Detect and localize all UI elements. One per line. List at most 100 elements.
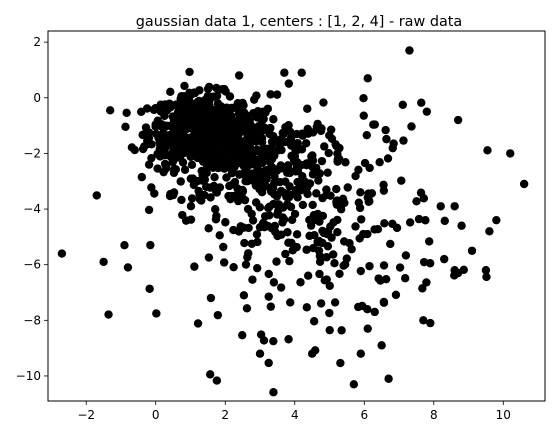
data-point	[234, 130, 243, 139]
data-point	[241, 126, 251, 136]
data-point	[234, 71, 244, 80]
data-point	[239, 291, 249, 300]
data-point	[327, 233, 336, 242]
data-point	[204, 224, 213, 233]
data-point	[161, 143, 170, 152]
data-point	[285, 256, 294, 266]
data-point	[104, 310, 113, 319]
data-point	[153, 164, 162, 173]
data-point	[144, 160, 154, 169]
data-point	[190, 136, 199, 145]
data-point	[186, 202, 196, 211]
data-point	[317, 124, 326, 133]
data-point	[234, 105, 243, 114]
data-point	[193, 97, 202, 107]
data-point	[258, 107, 268, 116]
data-point	[422, 278, 431, 287]
data-point	[354, 198, 364, 207]
data-point	[240, 238, 249, 248]
data-point	[341, 158, 350, 167]
data-point	[248, 216, 258, 225]
data-point	[260, 212, 270, 221]
data-point	[214, 153, 223, 162]
data-point	[216, 119, 225, 128]
data-point	[198, 176, 207, 185]
data-point	[241, 260, 251, 269]
data-point	[388, 143, 397, 153]
data-point	[356, 349, 365, 358]
data-point	[219, 242, 228, 252]
data-point	[351, 222, 360, 231]
data-point	[211, 205, 220, 214]
data-point	[365, 261, 374, 271]
data-point	[405, 46, 414, 55]
data-point	[453, 268, 463, 278]
data-point	[343, 183, 352, 192]
data-point	[212, 83, 221, 93]
data-point	[292, 230, 302, 239]
data-point	[363, 305, 372, 314]
data-point	[357, 215, 366, 224]
data-point	[221, 218, 230, 227]
data-point	[193, 319, 203, 328]
data-point	[506, 149, 515, 158]
data-point	[453, 115, 463, 125]
data-point	[370, 225, 379, 234]
data-point	[364, 191, 373, 201]
x-tick-label: 8	[430, 408, 438, 422]
y-tick-label: 0	[33, 91, 41, 105]
data-point	[177, 101, 187, 110]
data-point	[252, 263, 262, 273]
data-point	[252, 91, 261, 100]
data-point	[256, 330, 266, 339]
data-point	[242, 304, 252, 313]
data-point	[315, 257, 325, 267]
data-point	[248, 275, 257, 284]
data-point	[322, 185, 331, 194]
data-point	[153, 149, 162, 159]
data-point	[335, 269, 344, 278]
data-point	[325, 281, 334, 290]
data-point	[285, 182, 294, 191]
data-point	[256, 181, 265, 191]
data-point	[229, 262, 238, 272]
data-point	[281, 249, 290, 259]
y-tick-label: −8	[23, 313, 41, 327]
data-point	[305, 215, 314, 225]
data-point	[212, 376, 222, 385]
data-point	[245, 170, 254, 179]
data-point	[419, 316, 428, 325]
data-point	[269, 336, 278, 346]
data-point	[269, 278, 279, 287]
data-point	[141, 123, 151, 132]
data-point	[399, 136, 408, 145]
data-point	[284, 238, 293, 247]
data-point	[263, 165, 272, 175]
data-point	[422, 107, 432, 116]
data-point	[303, 271, 313, 280]
data-point	[216, 143, 225, 153]
data-point	[243, 253, 252, 262]
data-point	[269, 179, 279, 188]
data-point	[519, 179, 529, 189]
data-point	[293, 193, 302, 202]
data-point	[329, 218, 338, 227]
data-point	[325, 308, 334, 318]
x-tick-label: 0	[152, 408, 160, 422]
data-point	[308, 128, 318, 137]
data-point	[297, 68, 306, 77]
data-point	[250, 131, 260, 141]
data-point	[225, 92, 235, 101]
data-point	[303, 104, 312, 113]
data-point	[215, 231, 224, 240]
y-tick-label: −4	[23, 202, 41, 216]
data-point	[190, 262, 199, 271]
data-point	[247, 160, 256, 169]
data-point	[382, 134, 391, 144]
data-point	[253, 237, 262, 247]
data-point	[204, 253, 214, 262]
data-point	[405, 218, 415, 227]
data-point	[167, 134, 177, 144]
data-point	[417, 98, 426, 107]
